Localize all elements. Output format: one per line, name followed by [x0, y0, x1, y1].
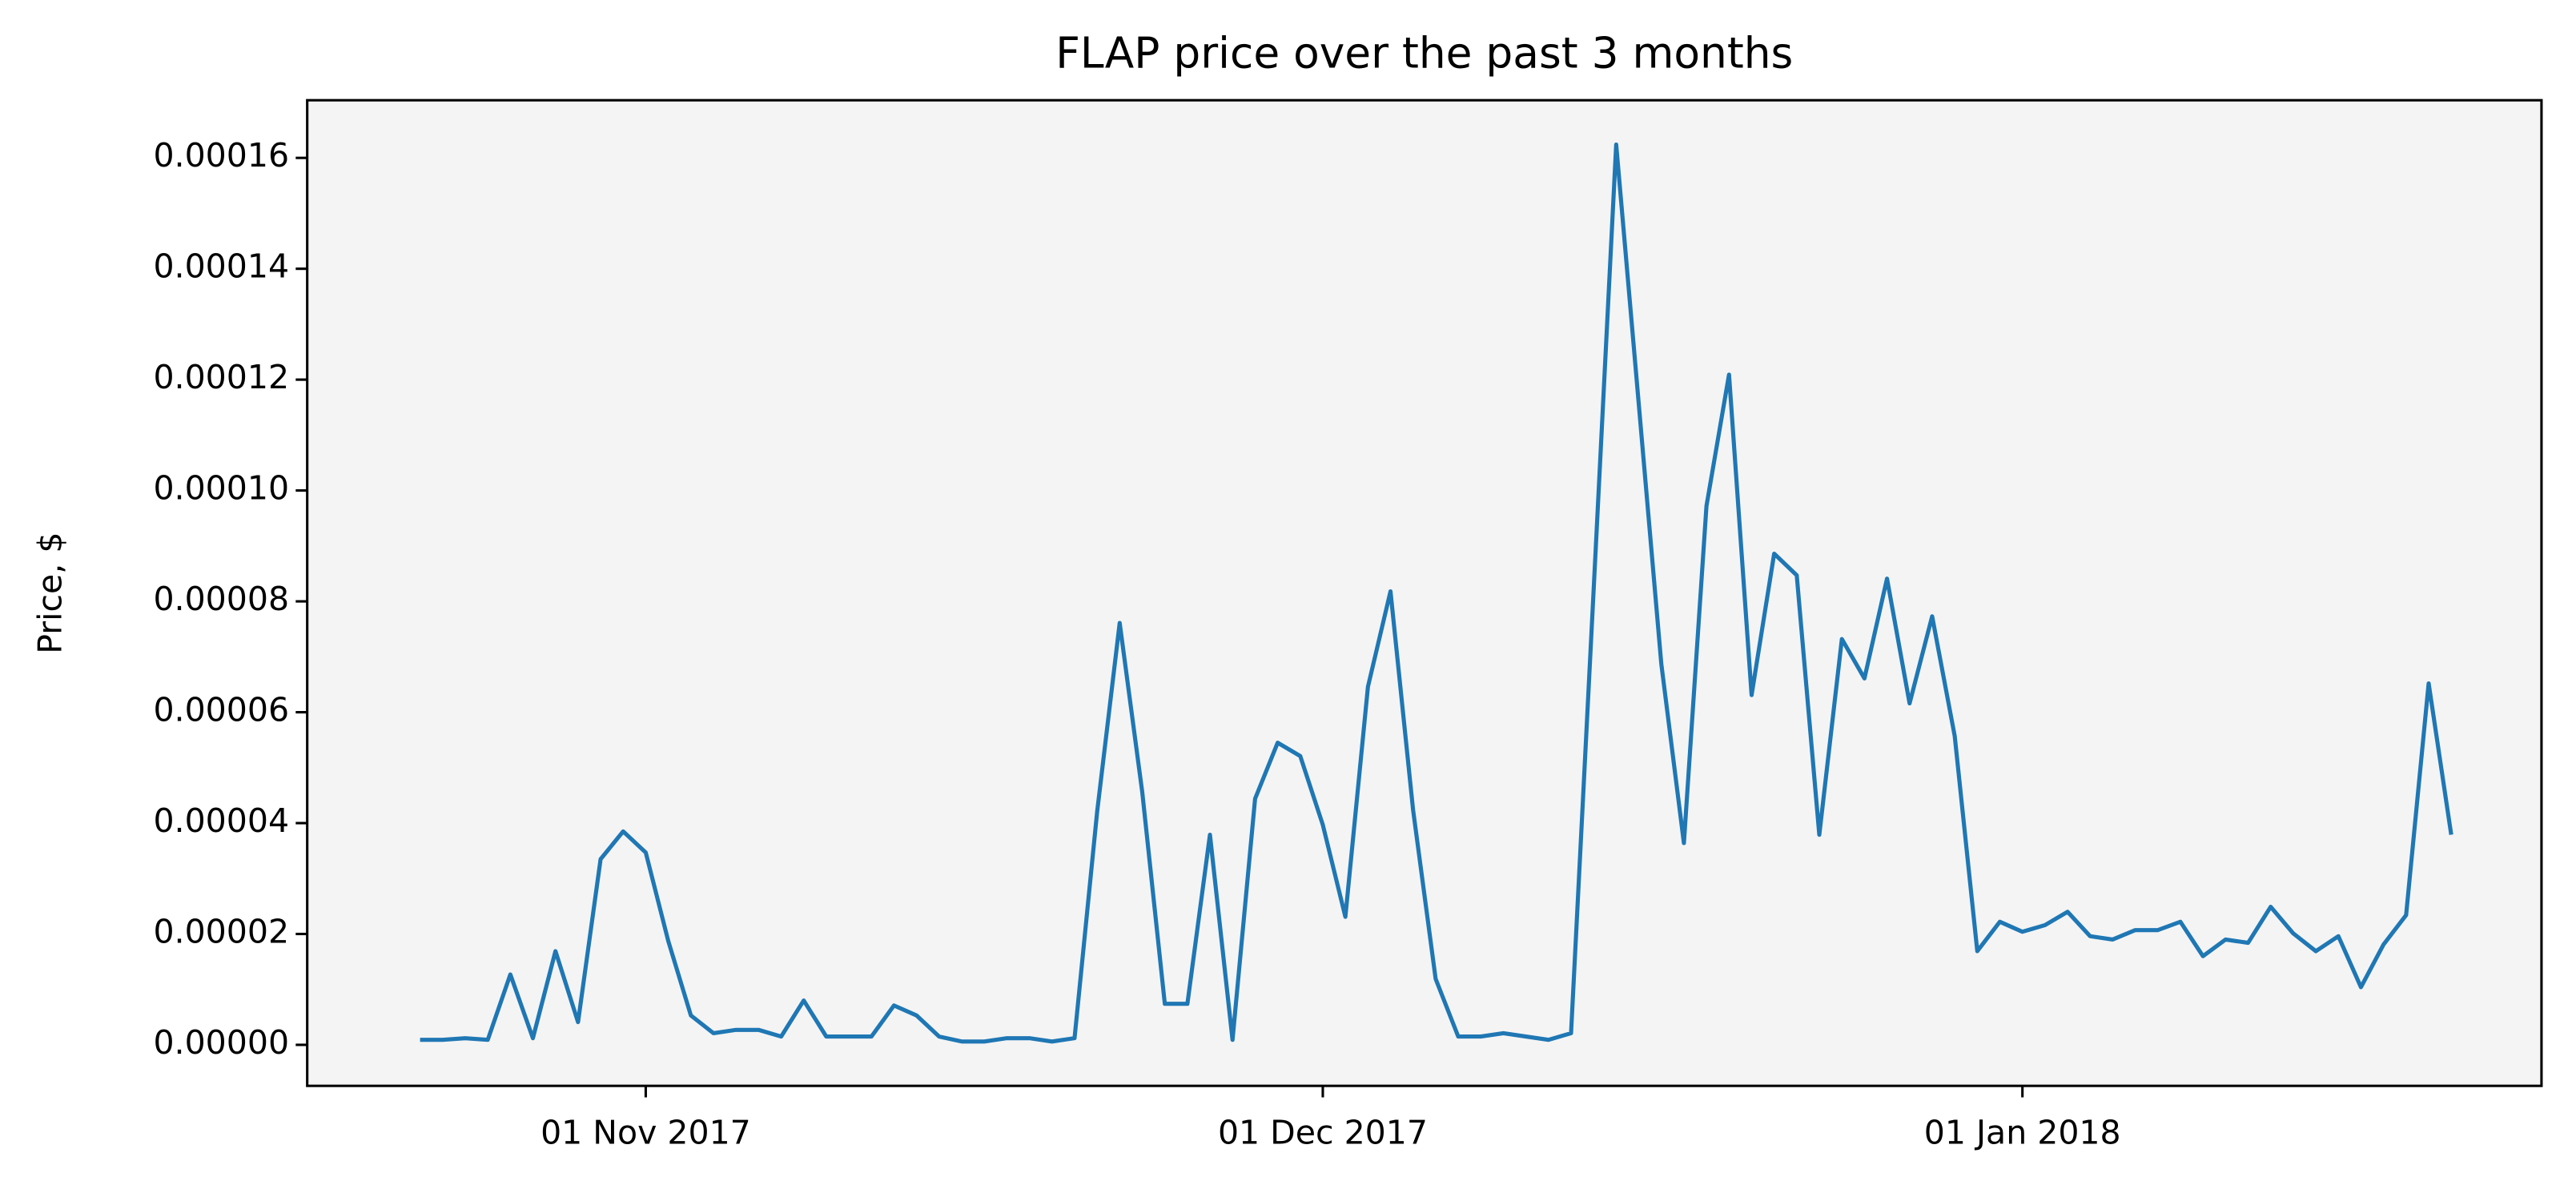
y-axis-label: Price, $	[31, 532, 70, 654]
y-tick-label: 0.00008	[153, 580, 289, 618]
y-tick-label: 0.00016	[153, 136, 289, 175]
plot-frame	[306, 98, 2543, 1087]
y-tick-label: 0.00000	[153, 1023, 289, 1062]
x-tick-label: 01 Dec 2017	[1218, 1114, 1428, 1152]
y-tick-label: 0.00012	[153, 358, 289, 396]
y-tick-label: 0.00004	[153, 801, 289, 840]
plot-area	[307, 100, 2542, 1087]
y-tick-label: 0.00010	[153, 469, 289, 508]
price-line	[420, 143, 2453, 1044]
y-tick-label: 0.00006	[153, 691, 289, 729]
x-tick-label: 01 Nov 2017	[541, 1114, 751, 1152]
y-tick-label: 0.00014	[153, 247, 289, 286]
x-tick-label: 01 Jan 2018	[1924, 1114, 2121, 1152]
chart-title: FLAP price over the past 3 months	[1055, 27, 1793, 78]
y-tick-label: 0.00002	[153, 912, 289, 950]
